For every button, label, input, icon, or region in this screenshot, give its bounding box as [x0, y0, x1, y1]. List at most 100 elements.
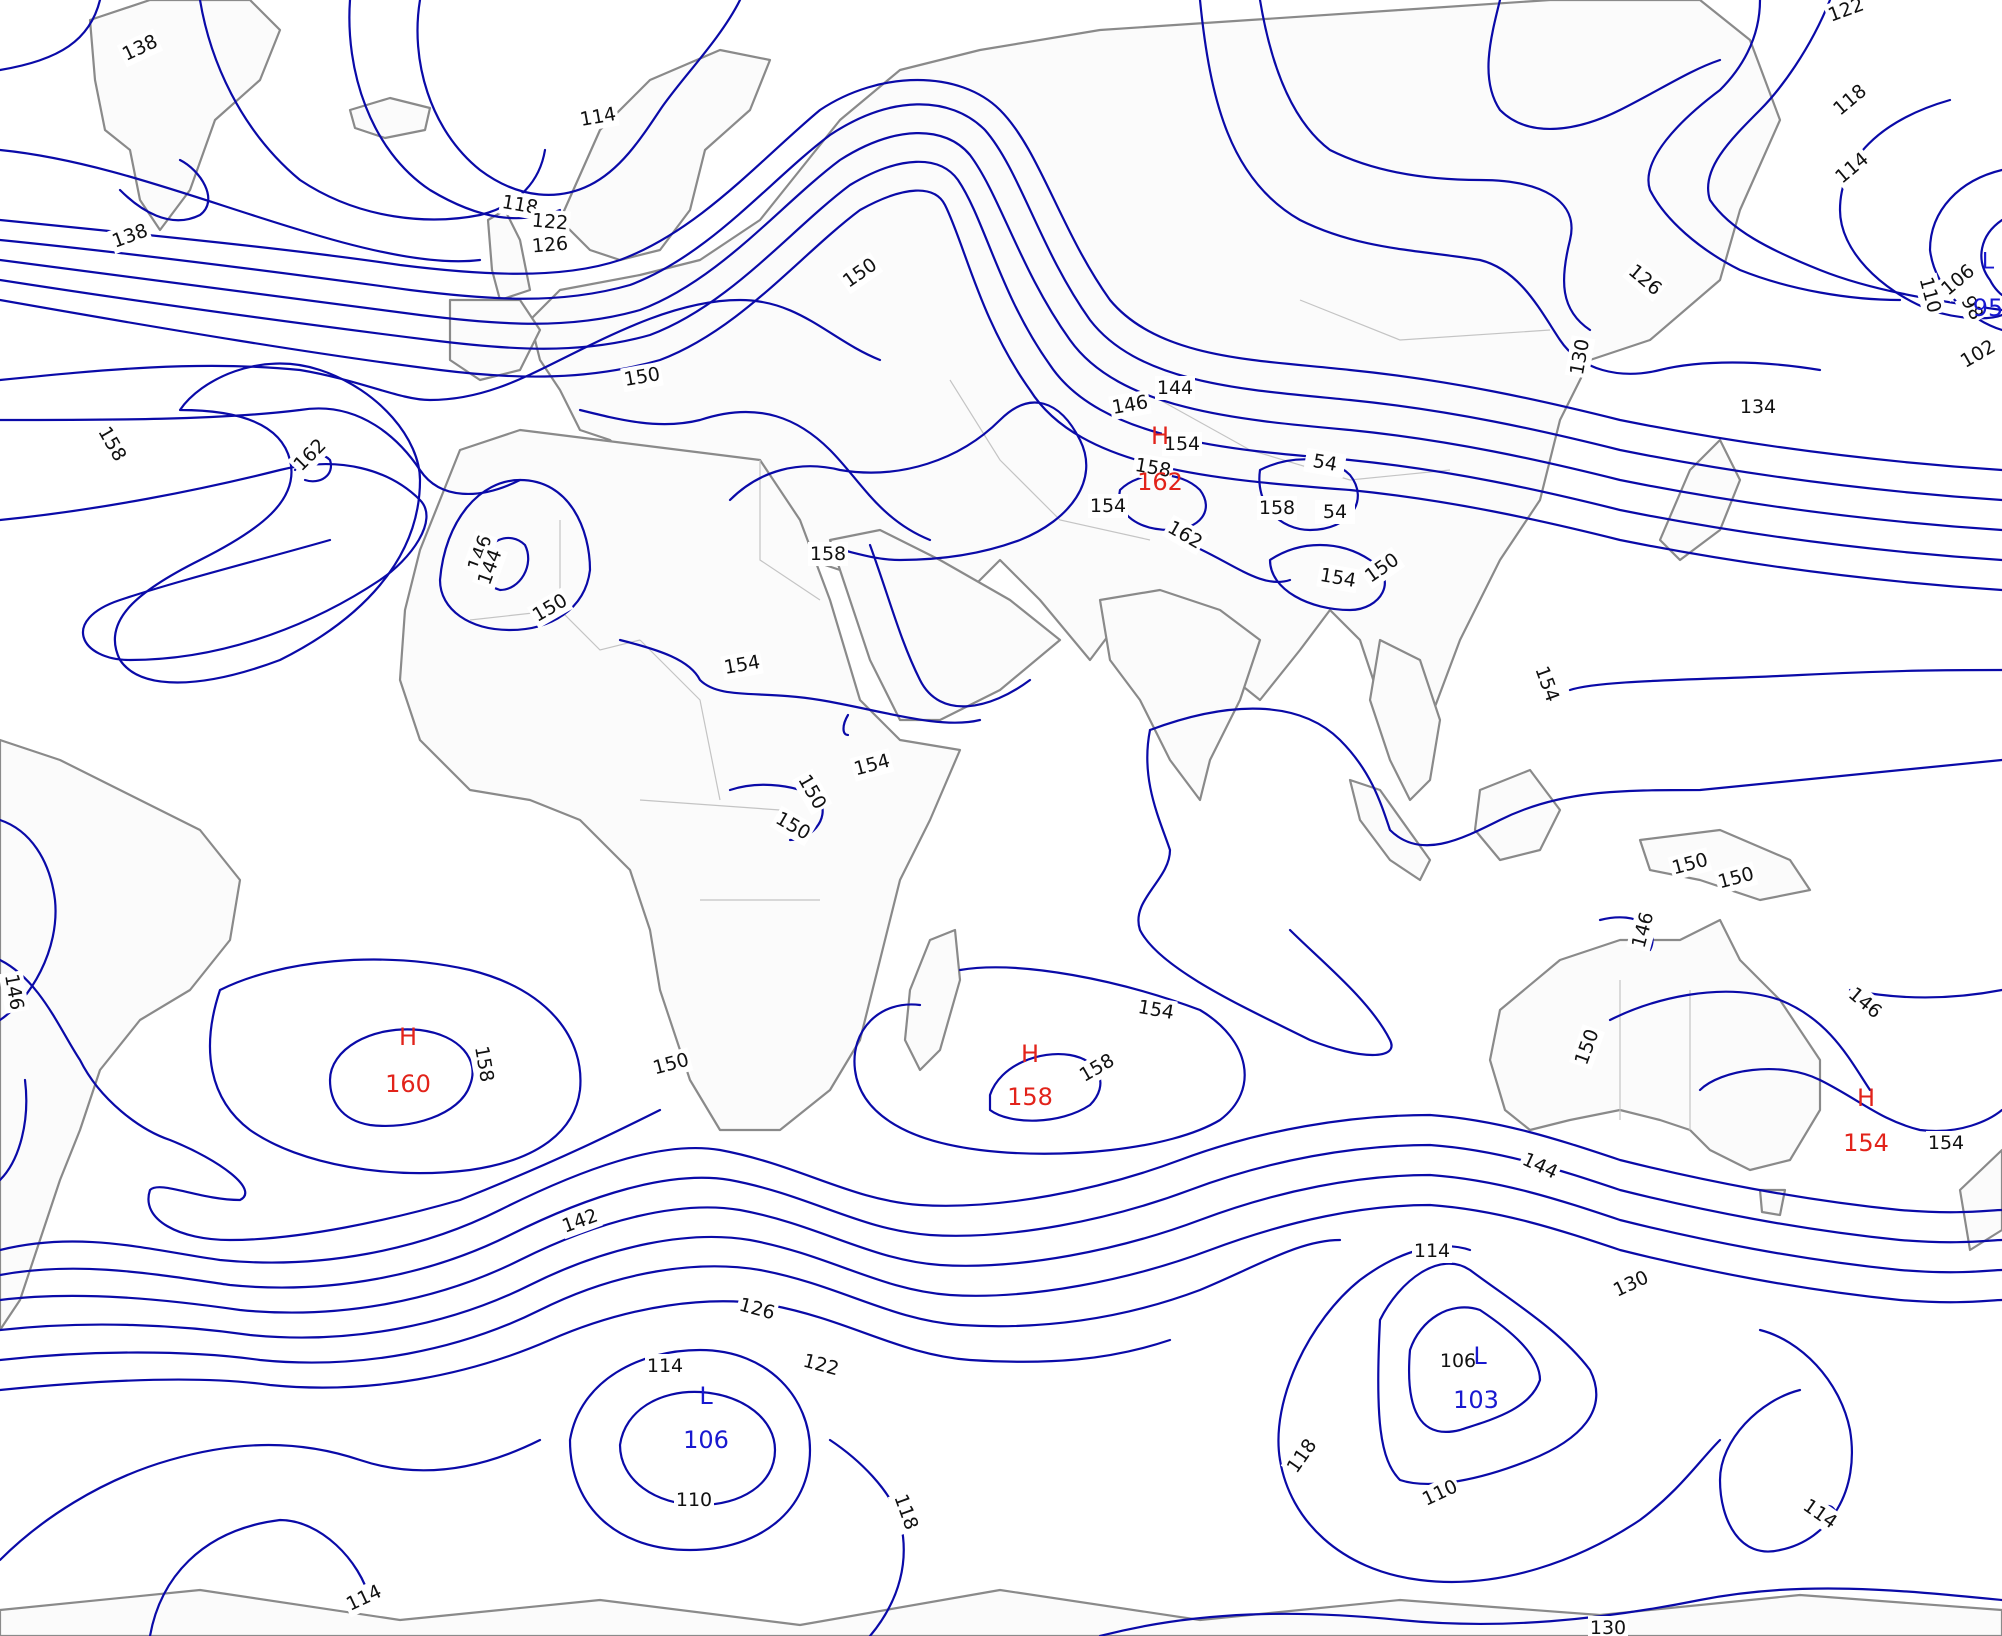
svg-text:H: H	[1857, 1084, 1875, 1112]
svg-text:154: 154	[1090, 495, 1126, 517]
svg-text:L: L	[699, 1382, 713, 1410]
svg-text:158: 158	[810, 543, 846, 565]
isobar-line	[1707, 0, 2002, 312]
contour-label: 154	[1162, 432, 1202, 456]
contour-label: 146	[1841, 980, 1889, 1026]
contour-label: 118	[887, 1489, 925, 1535]
isobar-line	[1698, 1068, 2002, 1133]
contour-label: 158	[808, 542, 848, 566]
isobar-line	[0, 189, 2002, 592]
svg-text:106: 106	[683, 1426, 729, 1454]
isobar-line	[1098, 1587, 2002, 1636]
svg-text:95: 95	[1973, 294, 2002, 322]
isobar-line	[618, 1390, 777, 1507]
svg-text:150: 150	[651, 1049, 692, 1080]
svg-text:144: 144	[1157, 377, 1193, 399]
isobar-line	[0, 463, 428, 662]
contour-label: 114	[645, 1354, 685, 1378]
svg-text:106: 106	[1440, 1350, 1476, 1372]
contour-label: 154	[1528, 661, 1566, 707]
isobar-line	[1198, 0, 1822, 375]
isobar-line	[438, 478, 592, 632]
isobar-line	[0, 1438, 542, 1562]
isobar-line	[578, 408, 932, 542]
land-new-guinea	[1638, 828, 1812, 902]
isobar-line	[1980, 218, 2002, 297]
contour-label: 158	[1073, 1047, 1121, 1089]
contour-label: 122	[1823, 0, 1869, 29]
svg-text:103: 103	[1453, 1386, 1499, 1414]
svg-text:130: 130	[1590, 1617, 1626, 1636]
isobar-line	[0, 103, 2002, 502]
isobar-line	[0, 1300, 1172, 1392]
land-indochina	[1368, 638, 1442, 802]
isobar-line	[1838, 98, 2002, 320]
isobar-line	[0, 79, 2002, 472]
isobar-line	[113, 362, 422, 684]
country-borders	[469, 299, 1691, 1130]
contour-label: 126	[529, 231, 571, 259]
contour-label: 150	[648, 1047, 694, 1081]
isobar-line	[208, 958, 582, 1175]
svg-text:126: 126	[531, 232, 569, 257]
isobar-line	[0, 160, 2002, 562]
land-madagascar	[903, 928, 962, 1072]
svg-text:114: 114	[1831, 148, 1873, 188]
isobar-line	[828, 1438, 905, 1636]
land-iberia	[448, 298, 542, 382]
contour-label: 154	[1926, 1131, 1966, 1155]
contour-label: 130	[1564, 335, 1596, 379]
isobar-line	[148, 1518, 372, 1636]
isobar-line	[618, 638, 982, 724]
isobar-line	[1718, 1328, 1853, 1553]
land-australia	[1488, 918, 1822, 1172]
contour-label: 142	[557, 1202, 603, 1240]
contour-label: 114	[1828, 145, 1876, 191]
land-scandinavia	[558, 48, 772, 262]
isobar-line	[1568, 668, 2002, 692]
land-south-america	[0, 738, 242, 1332]
isobar-line	[416, 0, 742, 196]
isobar-line	[0, 958, 662, 1242]
isobar-line	[348, 0, 562, 220]
contour-label: 114	[1412, 1239, 1452, 1263]
contour-label: 130	[1588, 1616, 1628, 1636]
isobar-line	[1608, 990, 1872, 1092]
land-arabia	[828, 528, 1062, 722]
high-pressure-center: H 158	[1007, 1040, 1053, 1111]
isobar-line	[0, 1238, 1342, 1364]
land-tasmania	[1758, 1188, 1787, 1217]
contour-label: 162	[287, 432, 333, 478]
low-pressure-center: L 95	[1973, 250, 2002, 323]
contour-label: 114	[576, 101, 620, 133]
contour-label: 118	[1280, 1432, 1324, 1480]
land-greenland	[88, 0, 282, 232]
svg-text:H: H	[399, 1023, 417, 1051]
isobar-line	[1258, 0, 1592, 332]
isobar-line	[1408, 1306, 1542, 1433]
contour-label: 122	[529, 208, 571, 236]
svg-text:L: L	[1473, 1342, 1487, 1370]
svg-text:118: 118	[1829, 80, 1871, 120]
isobar-line	[0, 1173, 2002, 1314]
contour-label: 154	[1088, 494, 1128, 518]
contour-label: 154	[720, 649, 764, 681]
contour-label: 146	[0, 970, 30, 1014]
isobar-line	[0, 298, 882, 402]
contour-label: 144	[1516, 1146, 1564, 1186]
isobar-line	[1278, 1438, 1722, 1584]
isobar-line	[1487, 0, 1722, 130]
contour-label: 138	[107, 217, 153, 255]
svg-text:126: 126	[737, 1294, 778, 1325]
svg-text:L: L	[1982, 250, 1995, 275]
isobar-line	[868, 543, 1032, 708]
svg-text:134: 134	[1740, 396, 1776, 418]
svg-text:54: 54	[1311, 450, 1339, 476]
svg-text:122: 122	[801, 1350, 842, 1381]
contour-label: 154	[1134, 994, 1178, 1026]
pressure-centers: H 160 H 158 H 154 H 162 L 106 L 103 L 95	[385, 250, 2002, 1455]
land-japan	[1658, 438, 1742, 562]
isobar-line	[1268, 544, 1386, 612]
